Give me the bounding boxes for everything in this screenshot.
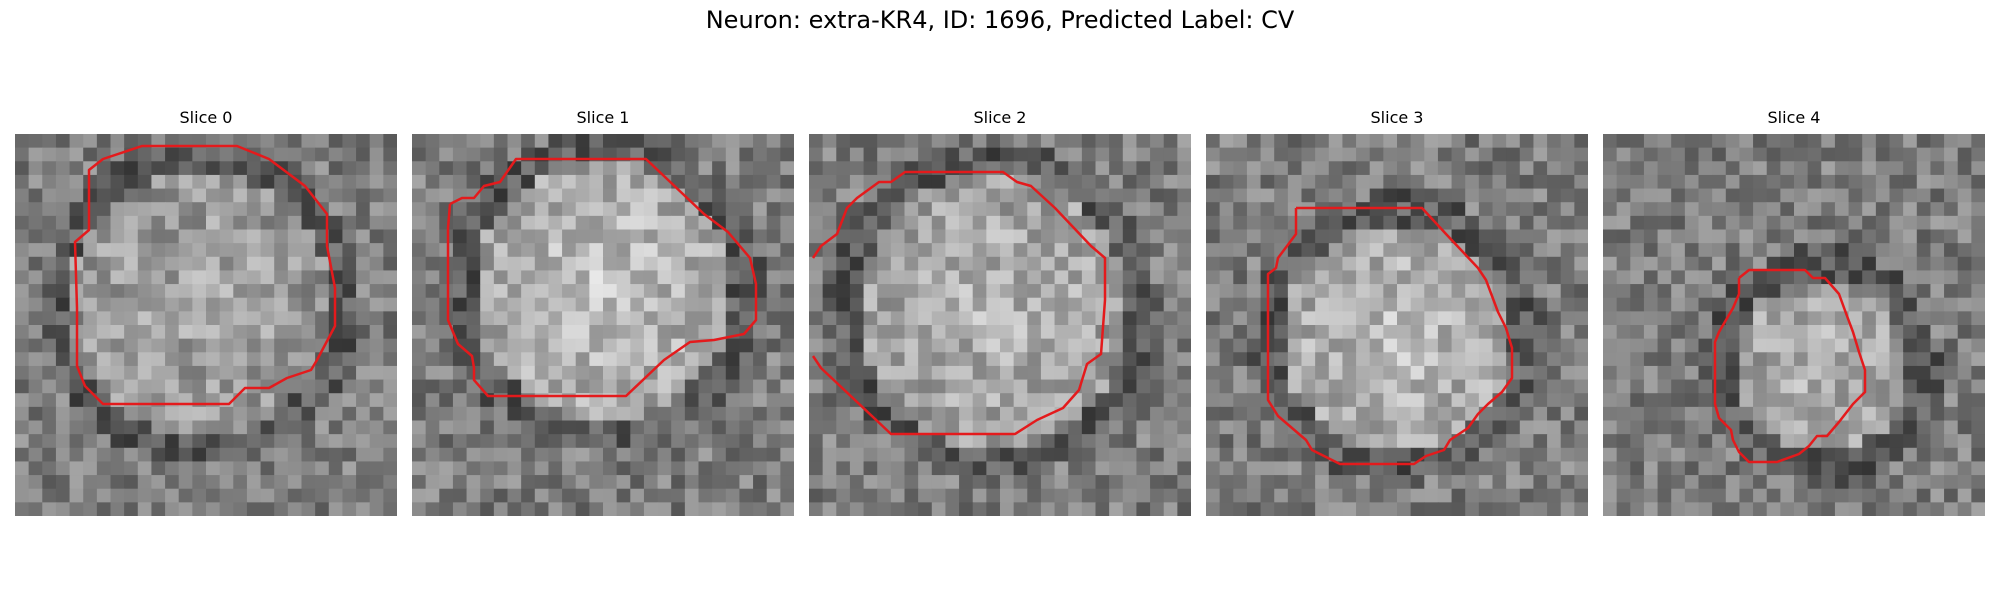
figure-title: Neuron: extra-KR4, ID: 1696, Predicted L…: [705, 6, 1295, 34]
slice-2-title: Slice 2: [973, 108, 1027, 127]
slice-1-title: Slice 1: [576, 108, 630, 127]
slice-2-contour: [811, 170, 1107, 436]
slice-0-grayscale-image: [15, 134, 397, 516]
slice-4-grayscale-image: [1603, 134, 1985, 516]
slice-3-title: Slice 3: [1370, 108, 1424, 127]
slice-1-contour: [446, 157, 758, 398]
slice-4-image: [1603, 134, 1985, 516]
slice-1-panel: [412, 134, 794, 516]
slice-2-image: [809, 134, 1191, 516]
slice-3-grayscale-image: [1206, 134, 1588, 516]
slice-1-grayscale-image: [412, 134, 794, 516]
slice-4-contour: [1713, 268, 1867, 464]
slice-0-title: Slice 0: [179, 108, 233, 127]
slice-1-image: [412, 134, 794, 516]
slice-2-panel: [809, 134, 1191, 516]
slice-0-image: [15, 134, 397, 516]
slice-0-contour: [73, 144, 337, 406]
slice-3-image: [1206, 134, 1588, 516]
slice-4-panel: [1603, 134, 1985, 516]
slice-0-panel: [15, 134, 397, 516]
slice-2-grayscale-image: [809, 134, 1191, 516]
slice-3-contour: [1266, 206, 1514, 466]
slice-4-title: Slice 4: [1767, 108, 1821, 127]
slice-3-panel: [1206, 134, 1588, 516]
